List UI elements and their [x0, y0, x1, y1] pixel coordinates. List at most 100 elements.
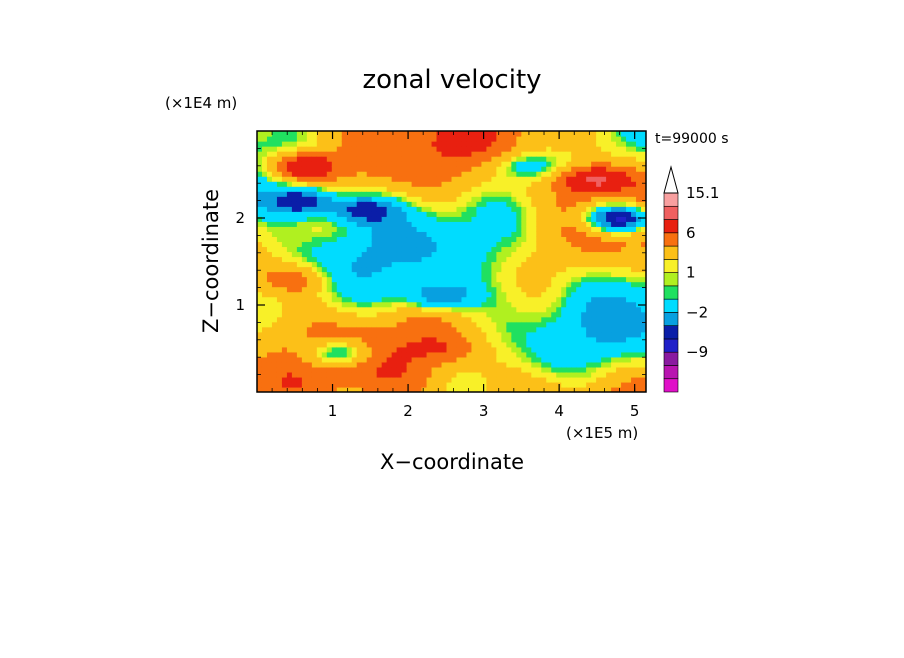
- field-cell: [541, 301, 547, 308]
- field-cell: [526, 171, 532, 177]
- field-cell: [456, 241, 463, 248]
- field-cell: [257, 226, 263, 232]
- field-cell: [326, 211, 333, 217]
- field-cell: [601, 136, 607, 142]
- field-cell: [296, 141, 303, 147]
- field-cell: [376, 251, 383, 258]
- field-cell: [311, 256, 318, 263]
- field-cell: [257, 176, 263, 182]
- field-cell: [386, 141, 393, 147]
- field-cell: [301, 196, 308, 202]
- field-cell: [261, 176, 268, 182]
- field-cell: [341, 376, 348, 383]
- field-cell: [556, 366, 562, 373]
- field-cell: [306, 361, 313, 368]
- field-cell: [401, 246, 408, 253]
- field-cell: [531, 341, 537, 348]
- field-cell: [336, 381, 343, 388]
- field-cell: [416, 381, 423, 388]
- field-cell: [306, 181, 313, 187]
- field-cell: [396, 336, 403, 343]
- field-cell: [306, 276, 313, 283]
- field-cell: [606, 326, 612, 333]
- field-cell: [336, 361, 343, 368]
- field-cell: [431, 161, 438, 167]
- field-cell: [311, 221, 318, 227]
- field-cell: [296, 371, 303, 378]
- field-cell: [411, 381, 418, 388]
- field-cell: [486, 136, 492, 142]
- field-cell: [461, 206, 468, 212]
- field-cell: [506, 156, 512, 162]
- field-cell: [591, 281, 597, 288]
- field-cell: [636, 151, 642, 157]
- field-cell: [481, 251, 488, 258]
- field-cell: [566, 356, 572, 363]
- field-cell: [351, 306, 358, 313]
- field-cell: [386, 311, 393, 318]
- field-cell: [426, 366, 433, 373]
- field-cell: [511, 241, 517, 248]
- field-cell: [526, 381, 532, 388]
- field-cell: [616, 221, 622, 227]
- field-cell: [451, 326, 458, 333]
- field-cell: [451, 186, 458, 192]
- field-cell: [556, 361, 562, 368]
- field-cell: [616, 166, 622, 172]
- field-cell: [511, 336, 517, 343]
- field-cell: [486, 306, 492, 313]
- field-cell: [331, 321, 338, 328]
- field-cell: [266, 226, 273, 232]
- field-cell: [436, 371, 443, 378]
- field-cell: [341, 136, 348, 142]
- field-cell: [496, 231, 502, 238]
- field-cell: [371, 301, 378, 308]
- field-cell: [321, 156, 328, 162]
- field-cell: [436, 271, 443, 278]
- field-cell: [481, 221, 488, 227]
- field-cell: [581, 306, 587, 313]
- field-cell: [606, 281, 612, 288]
- field-cell: [361, 166, 368, 172]
- field-cell: [631, 136, 637, 142]
- field-cell: [516, 216, 522, 222]
- field-cell: [641, 386, 646, 392]
- field-cell: [641, 236, 646, 243]
- field-cell: [351, 356, 358, 363]
- field-cell: [636, 171, 642, 177]
- field-cell: [336, 136, 343, 142]
- field-cell: [331, 146, 338, 152]
- field-cell: [351, 161, 358, 167]
- field-cell: [581, 321, 587, 328]
- field-cell: [516, 316, 522, 323]
- field-cell: [581, 336, 587, 343]
- field-cell: [336, 266, 343, 273]
- field-cell: [491, 361, 497, 368]
- field-cell: [571, 211, 577, 217]
- field-cell: [306, 131, 313, 137]
- field-cell: [281, 171, 288, 177]
- field-cell: [381, 136, 388, 142]
- field-cell: [516, 191, 522, 197]
- field-cell: [521, 281, 527, 288]
- field-cell: [416, 311, 423, 318]
- field-cell: [361, 366, 368, 373]
- field-cell: [451, 236, 458, 243]
- field-cell: [491, 206, 497, 212]
- field-cell: [491, 236, 497, 243]
- field-cell: [601, 166, 607, 172]
- field-cell: [296, 356, 303, 363]
- field-cell: [346, 136, 353, 142]
- field-cell: [516, 196, 522, 202]
- field-cell: [366, 171, 373, 177]
- field-cell: [631, 211, 637, 217]
- field-cell: [291, 376, 298, 383]
- field-cell: [301, 181, 308, 187]
- field-cell: [286, 296, 293, 303]
- field-cell: [481, 176, 488, 182]
- field-cell: [426, 306, 433, 313]
- field-cell: [351, 291, 358, 298]
- field-cell: [456, 371, 463, 378]
- field-cell: [326, 176, 333, 182]
- field-cell: [316, 216, 323, 222]
